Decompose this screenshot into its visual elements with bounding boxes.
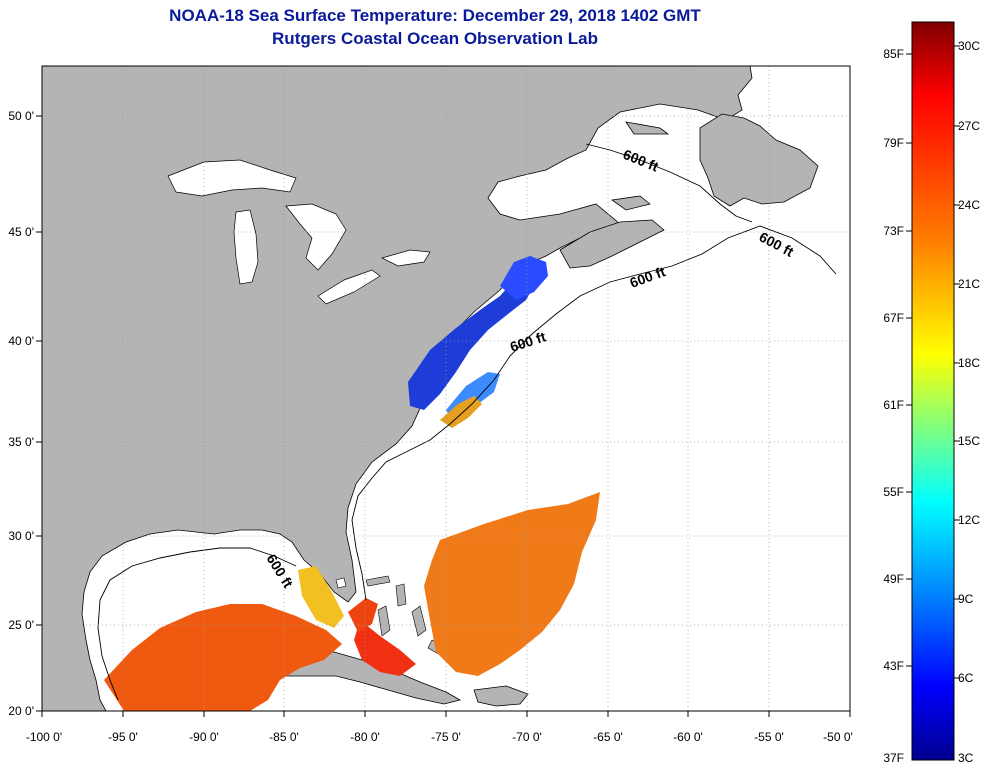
lon-label: -90 0' bbox=[189, 730, 219, 744]
sst-west-florida-shelf bbox=[298, 566, 344, 628]
colorbar-f-label: 37F bbox=[883, 751, 904, 765]
colorbar-f-label: 61F bbox=[883, 398, 904, 412]
colorbar-f-label: 55F bbox=[883, 485, 904, 499]
land-prince-edward-island bbox=[610, 195, 651, 211]
lon-label: -85 0' bbox=[269, 730, 299, 744]
lat-label: 30 0' bbox=[8, 529, 34, 543]
map-title: NOAA-18 Sea Surface Temperature: Decembe… bbox=[169, 6, 701, 25]
lon-label: -50 0' bbox=[823, 730, 853, 744]
isobath-atlantic-shelf bbox=[405, 225, 837, 453]
lon-label: -95 0' bbox=[108, 730, 138, 744]
colorbar-c-label: 18C bbox=[958, 356, 980, 370]
lon-label: -55 0' bbox=[754, 730, 784, 744]
land-grand-bahama bbox=[365, 575, 391, 587]
lat-label: 20 0' bbox=[8, 704, 34, 718]
isobath-gulf-shelf bbox=[97, 547, 297, 701]
colorbar-f-label: 79F bbox=[883, 136, 904, 150]
map-subtitle: Rutgers Coastal Ocean Observation Lab bbox=[272, 29, 598, 48]
sst-southern-gulf-of-mexico bbox=[104, 604, 342, 711]
lake-okeechobee bbox=[335, 577, 347, 589]
colorbar-f-label: 85F bbox=[883, 47, 904, 61]
lat-label: 25 0' bbox=[8, 618, 34, 632]
land-great-abaco bbox=[395, 583, 407, 607]
isobath-gulf-of-saint-lawrence bbox=[585, 143, 753, 223]
lake-huron bbox=[285, 203, 347, 271]
lon-label: -100 0' bbox=[26, 730, 62, 744]
colorbar-c-label: 15C bbox=[958, 434, 980, 448]
colorbar-c-label: 3C bbox=[958, 751, 974, 765]
lon-label: -60 0' bbox=[673, 730, 703, 744]
lat-label: 45 0' bbox=[8, 225, 34, 239]
sst-swaths bbox=[104, 256, 600, 711]
land-eleuthera bbox=[411, 605, 427, 637]
lon-ticks bbox=[41, 711, 851, 717]
lake-ontario bbox=[381, 249, 431, 267]
lon-label: -75 0' bbox=[431, 730, 461, 744]
colorbar-f-label: 43F bbox=[883, 659, 904, 673]
colorbar-c-label: 27C bbox=[958, 119, 980, 133]
colorbar-f-label: 67F bbox=[883, 311, 904, 325]
land-andros bbox=[377, 605, 391, 637]
lake-michigan bbox=[233, 209, 259, 285]
lon-label: -70 0' bbox=[512, 730, 542, 744]
lat-label: 50 0' bbox=[8, 109, 34, 123]
colorbar-ticks bbox=[906, 45, 960, 679]
land-anticosti bbox=[625, 121, 670, 135]
sst-gulf-stream-core bbox=[348, 598, 378, 632]
isobath-600ft bbox=[97, 143, 837, 701]
colorbar-c-label: 9C bbox=[958, 592, 974, 606]
lake-superior bbox=[167, 159, 297, 197]
land-hispaniola bbox=[473, 685, 529, 707]
sst-atlantic-south bbox=[424, 492, 600, 676]
colorbar-f-label: 73F bbox=[883, 224, 904, 238]
colorbar-c-label: 21C bbox=[958, 277, 980, 291]
colorbar-f-label: 49F bbox=[883, 572, 904, 586]
lon-label: -80 0' bbox=[350, 730, 380, 744]
graticule bbox=[42, 66, 850, 711]
lat-label: 35 0' bbox=[8, 435, 34, 449]
lake-erie bbox=[317, 269, 381, 305]
colorbar-c-label: 12C bbox=[958, 513, 980, 527]
lat-ticks bbox=[36, 115, 42, 712]
temperature-colorbar bbox=[911, 21, 955, 761]
isobath-southeast-shelf bbox=[351, 451, 407, 601]
land-cuba bbox=[279, 651, 462, 705]
colorbar-c-label: 24C bbox=[958, 198, 980, 212]
sst-cold-shelf-water bbox=[408, 262, 536, 410]
land-newfoundland bbox=[699, 113, 819, 207]
sst-cold-gulf-of-maine bbox=[500, 256, 548, 300]
colorbar-c-label: 6C bbox=[958, 671, 974, 685]
sst-caribbean-north bbox=[354, 620, 416, 676]
lon-label: -65 0' bbox=[593, 730, 623, 744]
colorbar-c-label: 30C bbox=[958, 39, 980, 53]
lat-label: 40 0' bbox=[8, 334, 34, 348]
